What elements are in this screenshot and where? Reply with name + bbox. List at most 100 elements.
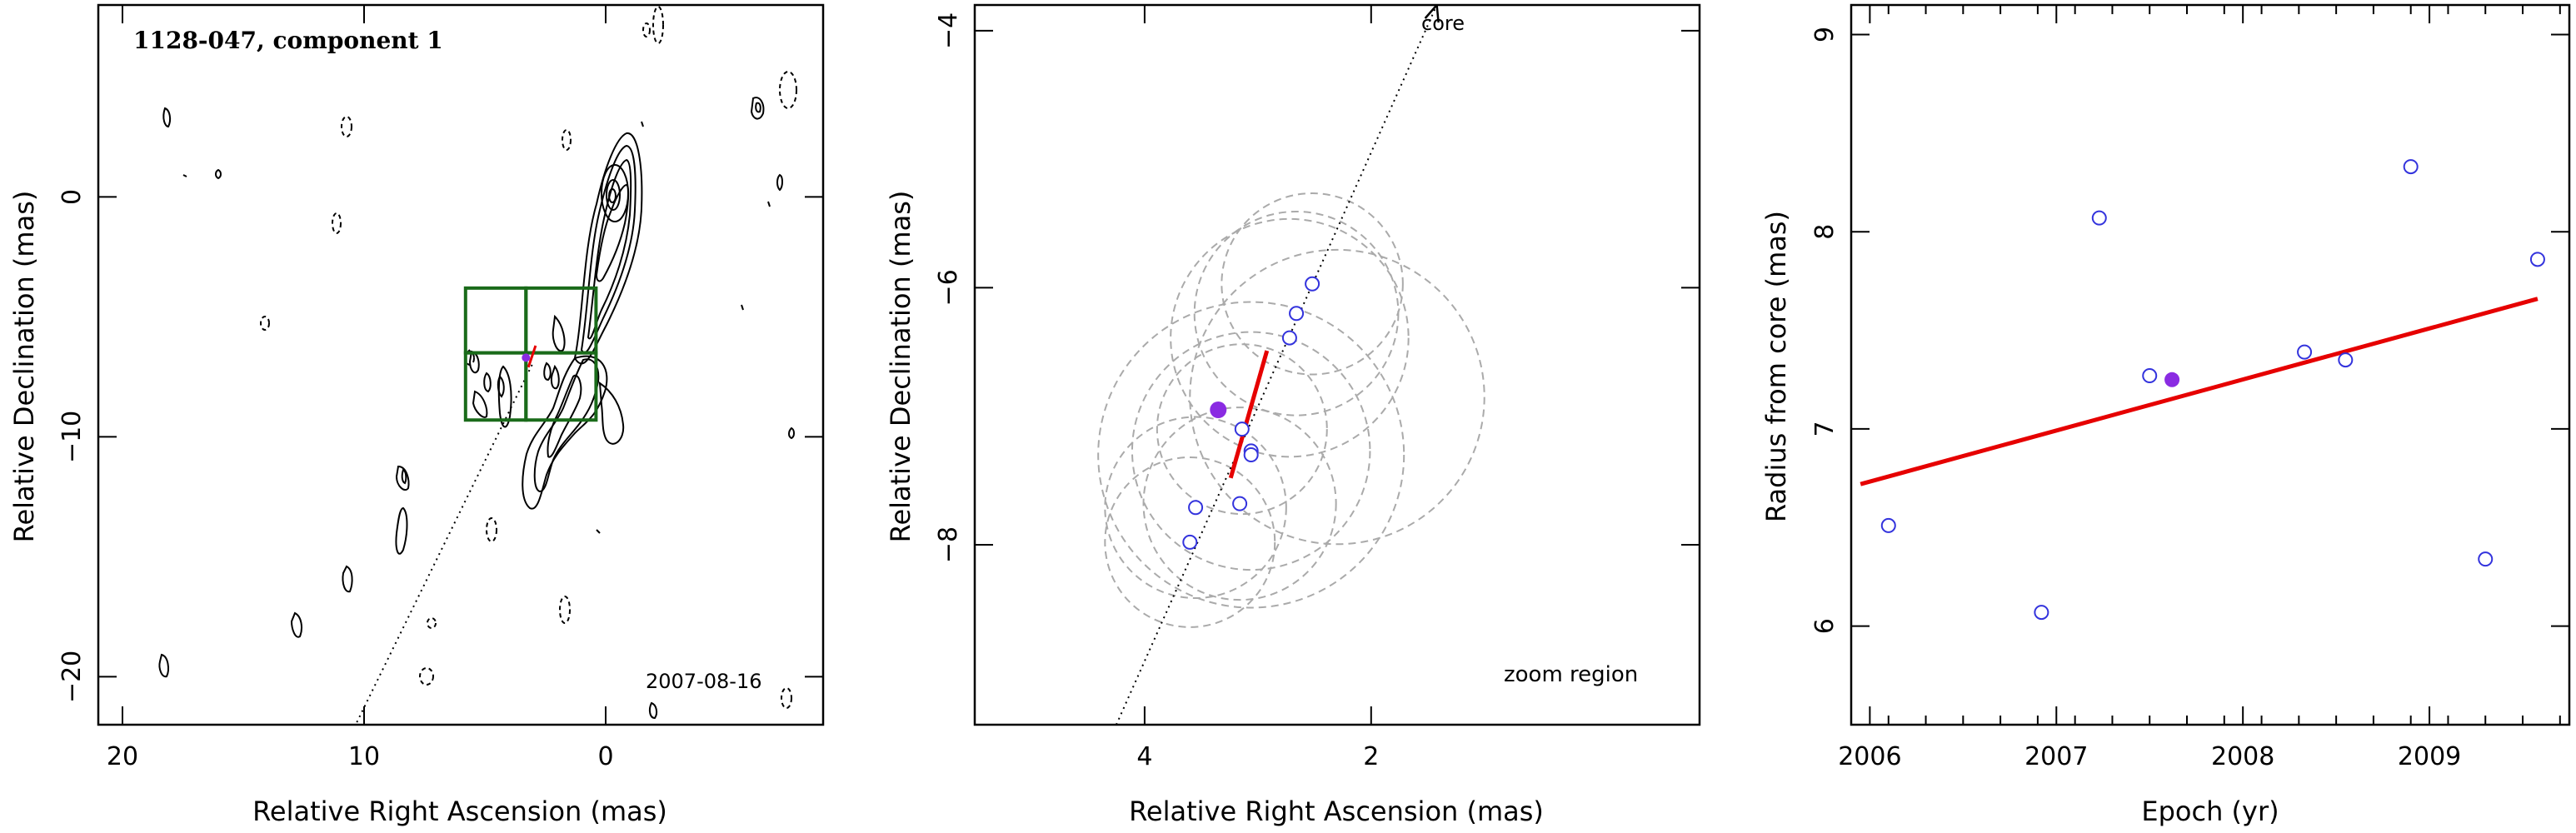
map-y-tick-label: −20: [57, 651, 87, 703]
jet-contour: [750, 97, 765, 120]
epoch-ticks: 2006 2007 2008 2009 6 7 8 9: [1810, 5, 2569, 771]
core-contour: [573, 132, 643, 365]
zoom-y-axis-label: Relative Declination (mas): [885, 191, 916, 543]
zoom-frame: [973, 3, 1701, 726]
core-arrow-icon: [1424, 4, 1440, 23]
epoch-points: [1860, 159, 2545, 621]
map-panel: 1128-047, component 1 2007-08-16 Relativ…: [8, 3, 825, 827]
jet-contour: [401, 468, 407, 485]
negative-contour: [642, 22, 651, 37]
fit-line: [1860, 297, 2539, 486]
jet-contour: [522, 355, 608, 510]
core-contour: [587, 158, 632, 340]
jet-contour: [215, 168, 222, 180]
epoch-x-tick-label: 2007: [2024, 742, 2088, 771]
jet-contour: [550, 364, 560, 390]
jet-contour: [182, 174, 187, 177]
zoom-y-tick-label: −6: [934, 269, 963, 306]
jet-contour: [755, 102, 761, 113]
error-circle: [1142, 407, 1337, 601]
zoom-x-axis-label: Relative Right Ascension (mas): [1129, 796, 1544, 827]
zoom-x-tick-label: 4: [1136, 742, 1152, 771]
negative-contour: [332, 212, 342, 234]
epoch-x-axis-label: Epoch (yr): [2141, 796, 2279, 827]
negative-contour: [419, 667, 434, 686]
zoom-box: [463, 286, 528, 355]
epoch-frame: [1850, 3, 2571, 726]
jet-contour: [767, 201, 771, 207]
zoom-box: [524, 351, 598, 422]
epoch-y-tick-label: 9: [1810, 27, 1840, 42]
zoom-point: [1234, 421, 1250, 437]
jet-contour: [395, 506, 408, 555]
jet-contour: [497, 365, 512, 428]
fit-segment: [1228, 350, 1270, 479]
epoch-point: [2403, 159, 2419, 175]
zoom-ticks: 4 2 −4 −6 −8: [934, 5, 1700, 771]
negative-contour: [652, 6, 664, 44]
zoom-point: [1243, 447, 1259, 462]
map-y-tick-label: −10: [57, 411, 87, 463]
epoch-x-tick-label: 2009: [2398, 742, 2461, 771]
negative-contour: [260, 316, 270, 331]
map-y-axis-label: Relative Declination (mas): [8, 191, 40, 543]
jet-contour: [641, 121, 644, 127]
jet-contour: [342, 565, 353, 593]
map-x-tick-label: 20: [107, 742, 138, 771]
map-frame: [97, 3, 825, 726]
epoch-y-tick-label: 7: [1810, 421, 1840, 436]
error-circle: [1104, 416, 1287, 600]
error-circle: [1097, 301, 1405, 609]
error-circle: [1156, 343, 1328, 516]
jet-contour: [788, 426, 795, 440]
zoom-y-tick-label: −4: [934, 12, 963, 49]
epoch-point: [2338, 352, 2354, 368]
error-circle: [1189, 248, 1485, 546]
jet-contour: [776, 173, 783, 192]
jet-contour: [741, 304, 744, 311]
epoch-y-axis-label: Radius from core (mas): [1760, 211, 1792, 522]
jet-contour: [648, 701, 658, 720]
epoch-point: [2478, 551, 2494, 567]
negative-contour: [341, 116, 352, 137]
zoom-point: [1281, 330, 1297, 346]
jet-contour: [468, 350, 480, 374]
zoom-region-annotation: zoom region: [1504, 662, 1638, 687]
core-contour: [608, 188, 617, 203]
map-ticks: 20 10 0 0 −10 −20: [57, 5, 823, 771]
epoch-point: [2297, 344, 2313, 360]
zoom-panel: core zoom region Relative Right Ascensio…: [885, 3, 1701, 827]
jet-contour: [483, 372, 492, 393]
zoom-point: [1182, 534, 1198, 550]
epoch-y-tick-label: 8: [1810, 224, 1840, 240]
zoom-boxes: [463, 286, 598, 422]
zoom-y-tick-label: −8: [934, 526, 963, 563]
error-circle: [1221, 192, 1404, 376]
negative-contour: [427, 617, 437, 629]
map-x-axis-label: Relative Right Ascension (mas): [252, 796, 667, 827]
map-date-label: 2007-08-16: [646, 670, 761, 693]
zoom-x-tick-label: 2: [1363, 742, 1379, 771]
core-contour: [606, 179, 621, 211]
error-circle: [1131, 331, 1371, 571]
jet-axis-line: [356, 362, 534, 723]
epoch-highlight-point: [2164, 372, 2180, 387]
epoch-x-tick-label: 2008: [2211, 742, 2274, 771]
contour-map: [158, 97, 795, 720]
jet-contour: [552, 314, 566, 352]
epoch-point: [2034, 605, 2049, 621]
zoom-point: [1289, 306, 1305, 322]
zoom-point: [1232, 496, 1248, 511]
jet-contour: [162, 107, 172, 128]
jet-contour: [497, 375, 505, 398]
epoch-point: [2142, 368, 2158, 384]
epoch-point: [2529, 252, 2545, 267]
map-fit-segment: [527, 345, 537, 368]
core-contour: [580, 144, 637, 354]
map-y-tick-label: 0: [57, 189, 87, 205]
negative-contour: [562, 129, 572, 151]
jet-contour: [598, 382, 625, 445]
map-x-tick-label: 10: [348, 742, 380, 771]
jet-contour: [472, 390, 488, 418]
